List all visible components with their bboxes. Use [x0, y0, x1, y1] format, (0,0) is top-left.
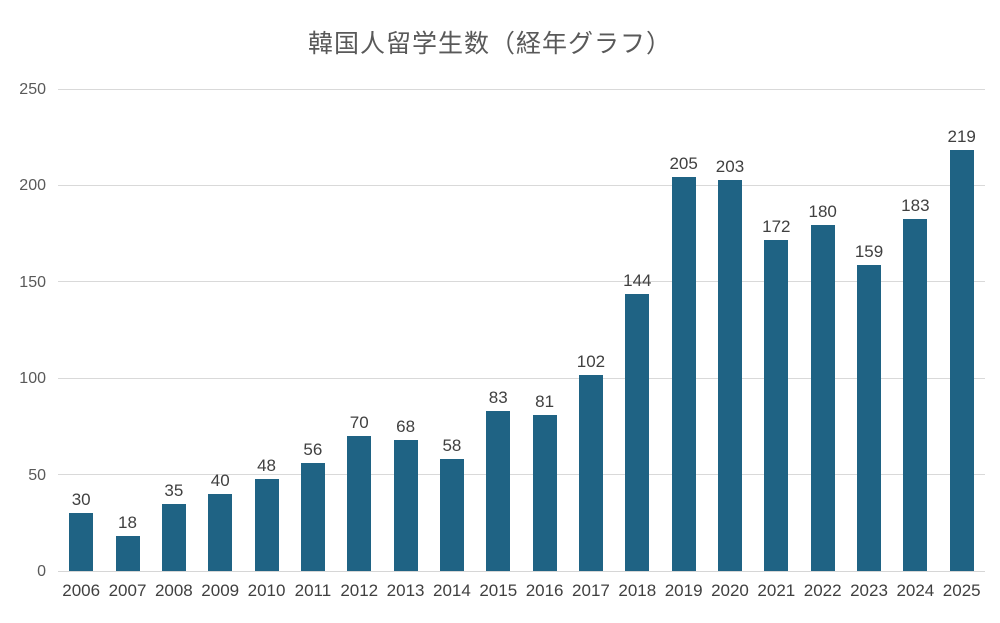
bar-group-2021: 172 [753, 90, 799, 571]
y-tick-label-200: 200 [19, 177, 46, 195]
bar-group-2011: 56 [290, 90, 336, 571]
y-tick-label-50: 50 [28, 466, 46, 484]
bar-group-2023: 159 [846, 90, 892, 571]
bar-2024 [903, 218, 928, 571]
bar-value-label-2013: 68 [396, 417, 416, 437]
chart-title: 韓国人留学生数（経年グラフ） [307, 30, 672, 58]
bar-2023 [857, 265, 882, 571]
bar-group-2025: 219 [939, 90, 985, 571]
gridline-250 [58, 89, 985, 90]
x-tick-label-2023: 2023 [850, 581, 888, 600]
bar-group-2010: 48 [243, 90, 289, 571]
x-tick-label-2016: 2016 [525, 581, 564, 600]
bar-group-2024: 183 [892, 90, 938, 571]
bar-2008 [161, 503, 186, 571]
bar-value-label-2023: 159 [854, 242, 884, 262]
bar-2013 [393, 440, 418, 571]
bar-value-label-2017: 102 [576, 351, 606, 371]
bar-2017 [578, 374, 603, 571]
x-tick-label-2017: 2017 [572, 581, 610, 600]
bar-value-label-2025: 219 [947, 126, 976, 146]
bar-2012 [347, 436, 372, 571]
x-tick-label-2012: 2012 [340, 581, 379, 600]
bar-value-label-2006: 30 [71, 490, 91, 510]
bar-2021 [764, 240, 789, 571]
x-tick-label-2020: 2020 [711, 581, 749, 600]
y-axis: 0 50 100 150 200 250 [0, 82, 46, 580]
bar-2025 [949, 149, 974, 571]
x-tick-label-2018: 2018 [618, 581, 657, 600]
bar-2016 [532, 415, 557, 571]
y-tick-label-150: 150 [19, 273, 46, 291]
bar-2014 [439, 459, 464, 571]
bar-value-label-2011: 56 [303, 440, 323, 460]
bar-group-2006: 30 [58, 90, 104, 571]
bar-group-2007: 18 [104, 90, 150, 571]
bar-value-label-2010: 48 [257, 455, 276, 475]
bar-group-2009: 40 [197, 90, 243, 571]
x-tick-label-2021: 2021 [757, 581, 796, 600]
x-tick-label-2022: 2022 [803, 581, 842, 600]
bar-group-2017: 102 [568, 90, 614, 571]
bar-value-label-2009: 40 [210, 471, 230, 491]
bar-group-2018: 144 [614, 90, 660, 571]
bar-value-label-2007: 18 [118, 513, 137, 533]
bar-2018 [625, 293, 650, 571]
bar-group-2019: 205 [660, 90, 706, 571]
bar-value-label-2018: 144 [623, 270, 652, 290]
bar-group-2015: 83 [475, 90, 521, 571]
x-tick-label-2014: 2014 [433, 581, 471, 600]
bar-2019 [671, 176, 696, 571]
x-tick-label-2015: 2015 [479, 581, 518, 600]
bar-group-2014: 58 [429, 90, 475, 571]
bar-2007 [115, 536, 140, 571]
x-tick-label-2013: 2013 [386, 581, 425, 600]
bar-value-label-2019: 205 [669, 153, 698, 173]
bar-value-label-2020: 203 [715, 157, 745, 177]
x-tick-label-2008: 2008 [154, 581, 193, 600]
bar-value-label-2012: 70 [349, 413, 369, 433]
bar-group-2012: 70 [336, 90, 382, 571]
y-tick-label-100: 100 [19, 370, 46, 388]
x-tick-label-2007: 2007 [108, 581, 147, 600]
y-tick-label-250: 250 [19, 81, 46, 98]
bar-2022 [810, 224, 835, 571]
bar-2011 [300, 463, 325, 571]
gridline-50 [58, 473, 985, 475]
bars: 30 18 35 40 48 56 70 68 58 83 81 102 144 205 203 172 180… [58, 90, 985, 571]
bar-group-2008: 35 [151, 90, 197, 571]
bar-2009 [208, 494, 233, 571]
x-tick-label-2009: 2009 [201, 581, 240, 600]
bar-group-2020: 203 [707, 90, 753, 571]
x-tick-label-2010: 2010 [247, 581, 286, 600]
bar-group-2022: 180 [800, 90, 846, 571]
bar-2010 [254, 478, 279, 571]
bar-2015 [486, 411, 511, 571]
bar-group-2013: 68 [382, 90, 428, 571]
x-tick-label-2006: 2006 [62, 581, 101, 600]
x-tick-label-2025: 2025 [942, 581, 981, 600]
bar-2020 [717, 180, 742, 571]
bar-value-label-2024: 183 [901, 195, 930, 215]
bar-group-2016: 81 [521, 90, 567, 571]
plot-area: 30 18 35 40 48 56 70 68 58 83 81 102 144 205 203 172 180… [58, 89, 985, 572]
gridline-150 [58, 281, 985, 283]
bar-value-label-2016: 81 [535, 392, 555, 412]
bar-value-label-2015: 83 [488, 388, 508, 408]
x-tick-label-2019: 2019 [664, 581, 703, 600]
x-tick-label-2024: 2024 [896, 581, 935, 600]
x-tick-label-2011: 2011 [294, 581, 332, 600]
bar-value-label-2022: 180 [808, 201, 837, 221]
y-tick-label-0: 0 [37, 563, 46, 580]
x-axis: 2006 2007 2008 2009 2010 2011 2012 2013 2014 2015… [58, 581, 985, 607]
bar-value-label-2021: 172 [762, 217, 791, 237]
gridline-100 [58, 377, 985, 379]
gridline-200 [58, 185, 985, 187]
bar-value-label-2014: 58 [442, 436, 462, 456]
bar-value-label-2008: 35 [164, 480, 184, 500]
bar-2006 [69, 513, 94, 571]
